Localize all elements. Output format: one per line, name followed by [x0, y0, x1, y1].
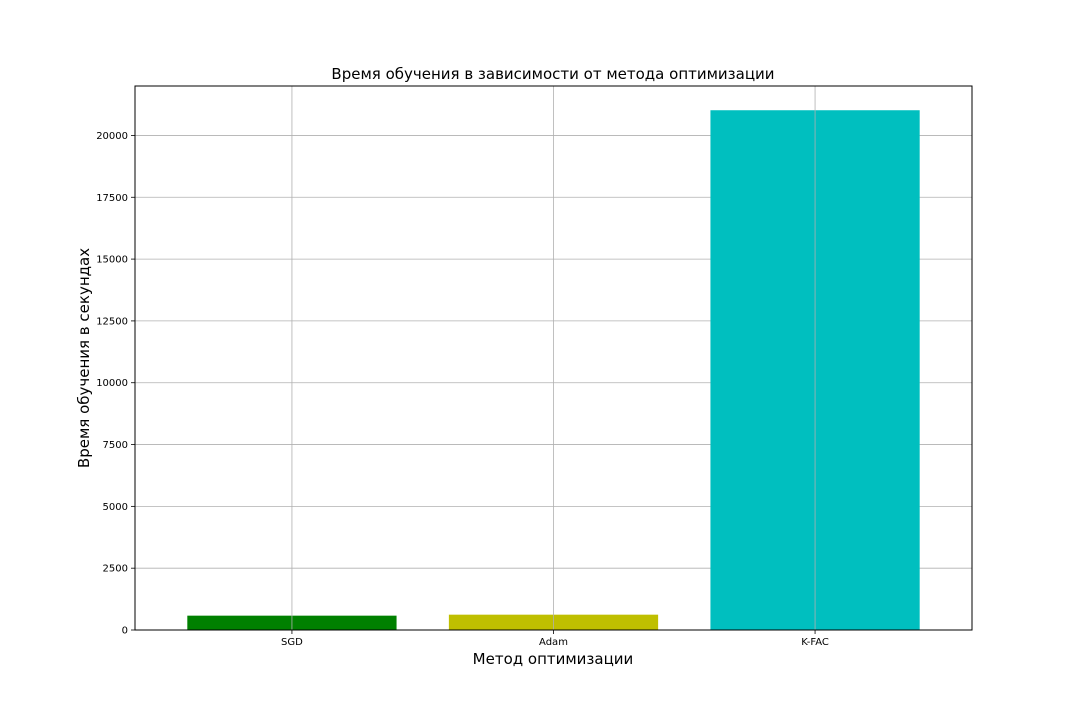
x-tick-label: SGD	[281, 637, 303, 648]
y-tick-label: 5000	[103, 502, 128, 513]
x-grid-lines	[291, 86, 816, 630]
x-tick-label: Adam	[539, 637, 568, 648]
y-tick-label: 0	[122, 626, 128, 637]
y-tick-label: 17500	[96, 193, 128, 204]
y-axis-label: Время обучения в секундах	[75, 248, 93, 468]
x-axis-label: Метод оптимизации	[473, 650, 634, 668]
x-axis-ticks: SGD Adam K-FAC	[281, 630, 829, 648]
x-tick-label: K-FAC	[801, 637, 829, 648]
chart-title: Время обучения в зависимости от метода о…	[331, 65, 774, 83]
y-tick-label: 2500	[103, 564, 128, 575]
y-tick-label: 10000	[96, 378, 128, 389]
y-tick-label: 20000	[96, 131, 128, 142]
y-tick-label: 12500	[96, 316, 128, 327]
y-tick-label: 7500	[103, 440, 128, 451]
y-tick-label: 15000	[96, 255, 128, 266]
y-axis-ticks: 0 2500 5000 7500 10000 12500 15000 17500 20000	[96, 131, 135, 637]
